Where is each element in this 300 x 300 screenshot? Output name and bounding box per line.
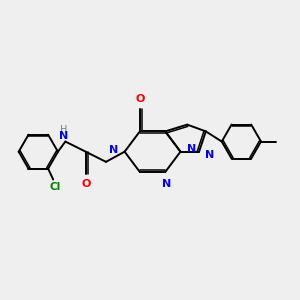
Text: N: N bbox=[109, 145, 119, 155]
Text: O: O bbox=[82, 179, 91, 189]
Text: N: N bbox=[162, 179, 172, 189]
Text: N: N bbox=[187, 144, 196, 154]
Text: N: N bbox=[59, 130, 68, 140]
Text: H: H bbox=[60, 125, 68, 135]
Text: Cl: Cl bbox=[49, 182, 61, 192]
Text: N: N bbox=[205, 150, 214, 160]
Text: O: O bbox=[135, 94, 145, 104]
